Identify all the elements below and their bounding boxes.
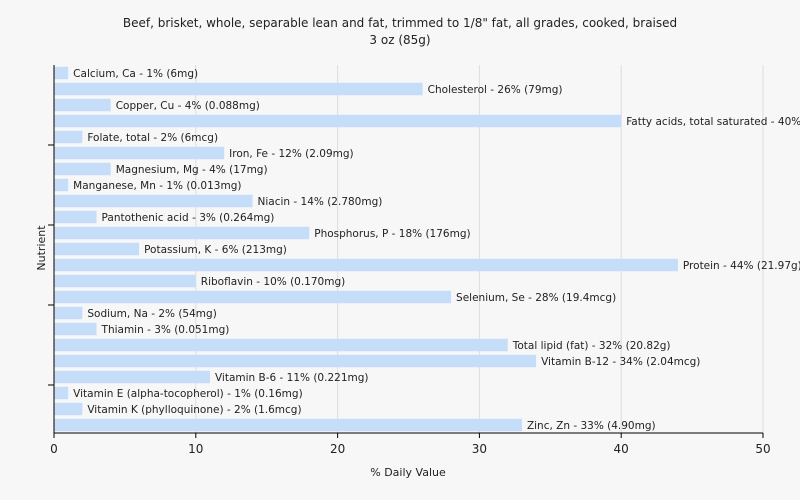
bar: [54, 210, 97, 224]
bar-label: Fatty acids, total saturated - 40% (8.02…: [626, 116, 800, 128]
bar-label: Magnesium, Mg - 4% (17mg): [116, 164, 268, 176]
bar-label: Iron, Fe - 12% (2.09mg): [229, 148, 353, 160]
bar: [54, 322, 97, 336]
x-tick-label: 40: [614, 442, 629, 456]
bar: [54, 226, 310, 240]
bar: [54, 194, 253, 208]
bar-label: Potassium, K - 6% (213mg): [144, 244, 287, 256]
axes: [48, 65, 764, 438]
bar: [54, 114, 622, 128]
bar: [54, 82, 423, 96]
bar: [54, 418, 522, 432]
bar-label: Vitamin K (phylloquinone) - 2% (1.6mcg): [87, 404, 301, 416]
bar-label: Thiamin - 3% (0.051mg): [101, 324, 230, 336]
bar-label: Protein - 44% (21.97g): [683, 260, 800, 272]
bar: [54, 258, 678, 272]
bar: [54, 290, 452, 304]
bar: [54, 274, 196, 288]
bar-label: Zinc, Zn - 33% (4.90mg): [527, 420, 656, 432]
bar-label: Total lipid (fat) - 32% (20.82g): [512, 340, 671, 352]
bar-label: Niacin - 14% (2.780mg): [258, 196, 383, 208]
bar-labels: Calcium, Ca - 1% (6mg) Cholesterol - 26% …: [73, 68, 800, 432]
chart-subtitle: 3 oz (85g): [369, 33, 430, 47]
bar: [54, 242, 140, 256]
bar: [54, 354, 537, 368]
bar: [54, 386, 69, 400]
bar: [54, 162, 111, 176]
bar: [54, 338, 508, 352]
bar: [54, 402, 83, 416]
bar-label: Selenium, Se - 28% (19.4mcg): [456, 292, 616, 304]
chart-title: Beef, brisket, whole, separable lean and…: [123, 16, 677, 30]
bar-label: Calcium, Ca - 1% (6mg): [73, 68, 198, 80]
bar-label: Riboflavin - 10% (0.170mg): [201, 276, 345, 288]
bar: [54, 66, 69, 80]
y-axis-label: Nutrient: [35, 225, 48, 271]
x-axis-label: % Daily Value: [370, 466, 446, 479]
bar: [54, 178, 69, 192]
bar-label: Sodium, Na - 2% (54mg): [87, 308, 216, 320]
bars: [54, 66, 678, 432]
bar-label: Pantothenic acid - 3% (0.264mg): [102, 212, 275, 224]
bar-label: Vitamin B-12 - 34% (2.04mcg): [541, 356, 700, 368]
x-tick-labels: 0 10 20 30 40 50: [50, 442, 770, 456]
bar-label: Vitamin E (alpha-tocopherol) - 1% (0.16m…: [73, 388, 303, 400]
x-tick-label: 0: [50, 442, 58, 456]
x-tick-label: 30: [472, 442, 487, 456]
bar: [54, 130, 83, 144]
bar: [54, 146, 225, 160]
bar-label: Phosphorus, P - 18% (176mg): [314, 228, 470, 240]
bar-label: Vitamin B-6 - 11% (0.221mg): [215, 372, 369, 384]
bar-label: Cholesterol - 26% (79mg): [428, 84, 563, 96]
x-tick-label: 50: [755, 442, 770, 456]
bar-label: Manganese, Mn - 1% (0.013mg): [73, 180, 241, 192]
bar: [54, 98, 111, 112]
bar-label: Folate, total - 2% (6mcg): [87, 132, 218, 144]
bar: [54, 306, 83, 320]
bar: [54, 370, 210, 384]
x-tick-label: 10: [188, 442, 203, 456]
bar-label: Copper, Cu - 4% (0.088mg): [116, 100, 260, 112]
x-tick-label: 20: [330, 442, 345, 456]
